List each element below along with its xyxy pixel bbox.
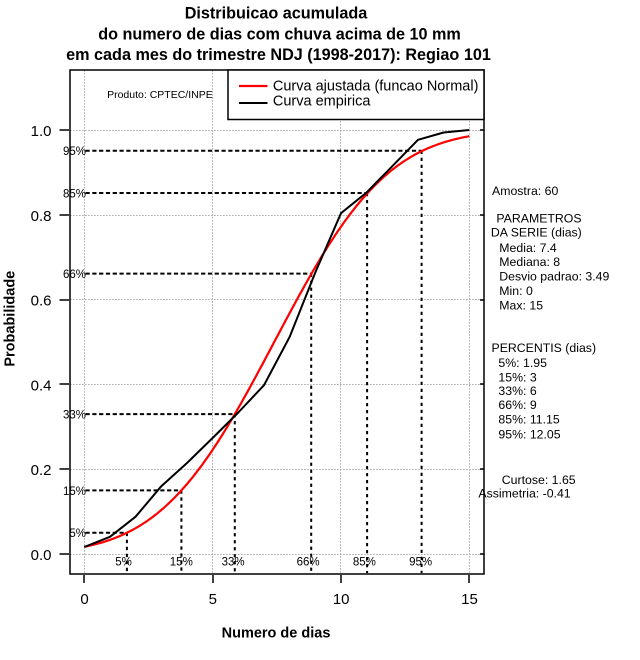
svg-text:33%: 33% [222,556,245,568]
svg-text:Amostra: 60: Amostra: 60 [492,184,558,198]
svg-text:95%: 95% [63,146,86,158]
svg-text:Mediana: 8: Mediana: 8 [499,255,560,269]
svg-text:5: 5 [209,591,217,608]
svg-text:85%: 85% [353,556,376,568]
svg-text:5%: 5% [115,556,132,568]
svg-text:15: 15 [461,591,478,608]
svg-text:66%: 66% [297,556,320,568]
svg-text:33%: 33% [63,410,86,422]
svg-text:15%: 15% [63,486,86,498]
svg-text:0.0: 0.0 [31,547,52,564]
svg-text:15%: 15% [170,556,193,568]
svg-text:DA SERIE (dias): DA SERIE (dias) [491,225,582,239]
svg-text:Assimetria: -0.41: Assimetria: -0.41 [478,486,570,500]
svg-text:Media: 7.4: Media: 7.4 [499,241,557,255]
svg-text:Max: 15: Max: 15 [499,299,543,313]
svg-text:Curva ajustada (funcao Normal): Curva ajustada (funcao Normal) [273,79,479,95]
svg-text:0.6: 0.6 [31,293,52,310]
svg-text:1.0: 1.0 [31,123,52,140]
svg-text:Produto: CPTEC/INPE: Produto: CPTEC/INPE [107,89,213,101]
svg-text:0.8: 0.8 [31,208,52,225]
svg-text:Curtose: 1.65: Curtose: 1.65 [502,473,576,487]
svg-text:Probabilidade: Probabilidade [3,271,19,367]
svg-text:95%: 12.05: 95%: 12.05 [498,427,560,441]
svg-text:15%: 3: 15%: 3 [498,370,536,384]
svg-text:10: 10 [333,591,350,608]
svg-text:Min: 0: Min: 0 [499,284,533,298]
svg-text:66%: 66% [63,269,86,281]
svg-text:0: 0 [80,591,88,608]
svg-text:85%: 85% [63,188,86,200]
svg-text:PERCENTIS (dias): PERCENTIS (dias) [492,341,597,355]
svg-text:5%: 5% [69,528,86,540]
svg-text:do numero de dias com chuva ac: do numero de dias com chuva acima de 10 … [98,25,461,43]
svg-text:0.4: 0.4 [31,377,52,394]
svg-text:Desvio padrao: 3.49: Desvio padrao: 3.49 [499,270,609,284]
svg-text:em cada mes do trimestre NDJ (: em cada mes do trimestre NDJ (1998-2017)… [66,46,491,64]
svg-text:Distribuicao acumulada: Distribuicao acumulada [185,4,369,22]
svg-text:66%: 9: 66%: 9 [498,398,536,412]
svg-text:0.2: 0.2 [31,462,52,479]
svg-text:33%: 6: 33%: 6 [498,384,536,398]
svg-text:PARAMETROS: PARAMETROS [496,212,581,226]
svg-text:5%: 1.95: 5%: 1.95 [498,356,547,370]
svg-text:Curva empirica: Curva empirica [273,94,371,110]
svg-text:Numero de dias: Numero de dias [222,626,331,642]
svg-text:85%: 11.15: 85%: 11.15 [498,413,559,427]
svg-text:95%: 95% [409,556,432,568]
